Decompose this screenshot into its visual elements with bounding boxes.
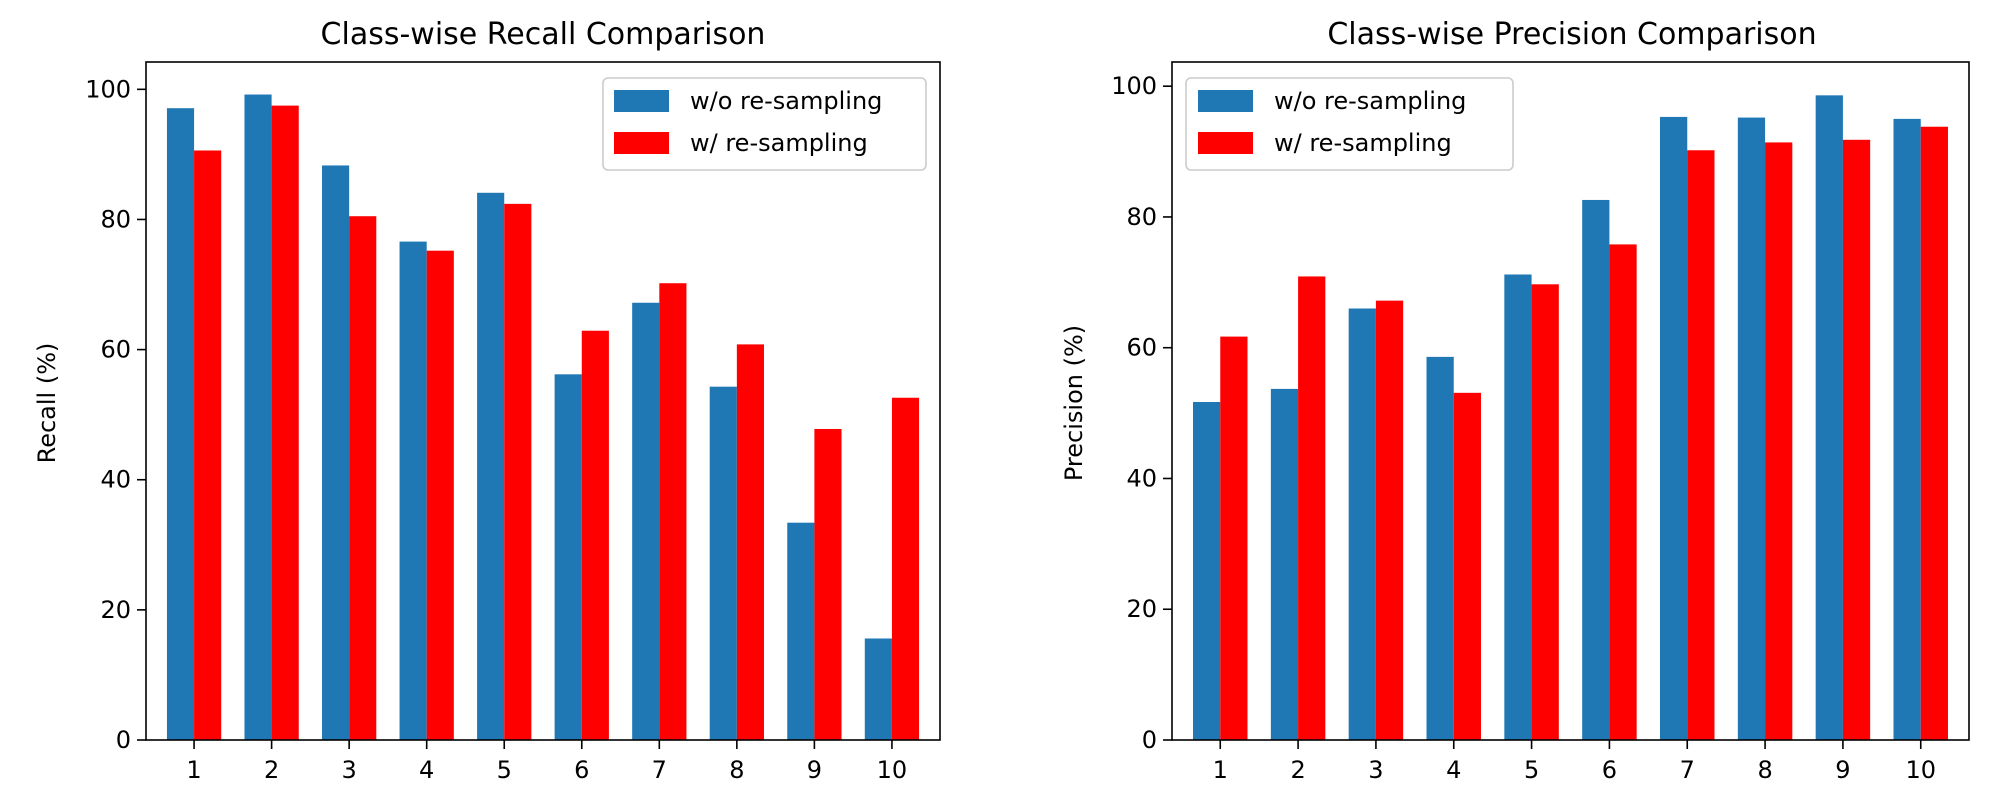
x-tick-label: 10 bbox=[877, 756, 908, 784]
y-tick-label: 100 bbox=[85, 75, 131, 103]
y-tick-label: 60 bbox=[1126, 334, 1157, 362]
bar-wo-resampling-class-6 bbox=[554, 374, 582, 740]
legend-label-wo-resampling: w/o re-sampling bbox=[1274, 87, 1466, 115]
y-tick-label: 80 bbox=[100, 205, 131, 233]
bar-w-resampling-class-7 bbox=[1687, 150, 1715, 740]
bar-wo-resampling-class-3 bbox=[322, 165, 350, 740]
bar-wo-resampling-class-5 bbox=[1504, 274, 1532, 740]
y-tick-label: 40 bbox=[100, 466, 131, 494]
bar-wo-resampling-class-9 bbox=[787, 522, 815, 740]
x-tick-label: 7 bbox=[652, 756, 667, 784]
legend-box bbox=[602, 77, 927, 171]
x-tick-label: 9 bbox=[1835, 756, 1850, 784]
bar-w-resampling-class-5 bbox=[504, 203, 532, 741]
x-tick-label: 6 bbox=[1602, 756, 1617, 784]
bar-w-resampling-class-1 bbox=[194, 150, 222, 741]
plot-frame bbox=[1171, 61, 1970, 741]
x-tick-label: 8 bbox=[729, 756, 744, 784]
x-ticks-group: 1 2 3 4 5 6 7 8 9 10 bbox=[186, 740, 907, 784]
y-tick-label: 0 bbox=[1142, 726, 1157, 754]
y-tick-label: 100 bbox=[1111, 72, 1157, 100]
legend: w/o re-sampling w/ re-sampling bbox=[602, 77, 927, 171]
x-tick-label: 4 bbox=[419, 756, 434, 784]
bar-w-resampling-class-2 bbox=[1298, 276, 1326, 740]
bar-wo-resampling-class-4 bbox=[1426, 356, 1454, 740]
x-ticks-group: 1 2 3 4 5 6 7 8 9 10 bbox=[1213, 740, 1936, 784]
y-tick-label: 40 bbox=[1126, 464, 1157, 492]
precision-chart: Class-wise Precision Comparison Precisio… bbox=[1060, 17, 1970, 784]
y-axis-label: Recall (%) bbox=[33, 343, 61, 464]
y-tick-label: 20 bbox=[1126, 595, 1157, 623]
x-tick-label: 1 bbox=[186, 756, 201, 784]
x-tick-label: 4 bbox=[1446, 756, 1461, 784]
chart-title: Class-wise Recall Comparison bbox=[321, 17, 766, 52]
legend: w/o re-sampling w/ re-sampling bbox=[1185, 77, 1514, 171]
bar-w-resampling-class-8 bbox=[736, 344, 764, 740]
bar-w-resampling-class-4 bbox=[1453, 392, 1481, 740]
bar-wo-resampling-class-3 bbox=[1348, 308, 1376, 740]
x-tick-label: 10 bbox=[1905, 756, 1936, 784]
bar-wo-resampling-class-6 bbox=[1582, 199, 1610, 740]
x-tick-label: 1 bbox=[1213, 756, 1228, 784]
bar-wo-resampling-class-7 bbox=[632, 302, 660, 740]
bar-wo-resampling-class-2 bbox=[1270, 388, 1299, 740]
y-tick-label: 20 bbox=[100, 596, 131, 624]
bar-wo-resampling-class-7 bbox=[1660, 116, 1688, 741]
bar-w-resampling-class-10 bbox=[891, 397, 920, 740]
x-tick-label: 3 bbox=[342, 756, 357, 784]
bar-w-resampling-class-5 bbox=[1531, 284, 1559, 740]
bar-wo-resampling-class-1 bbox=[1193, 401, 1221, 740]
x-tick-label: 7 bbox=[1680, 756, 1695, 784]
bar-wo-resampling-class-5 bbox=[477, 192, 505, 741]
y-ticks-group: 0 20 40 60 80 100 bbox=[1111, 72, 1172, 754]
chart-title: Class-wise Precision Comparison bbox=[1327, 17, 1816, 52]
y-axis-label: Precision (%) bbox=[1060, 325, 1088, 481]
bar-w-resampling-class-2 bbox=[271, 105, 299, 741]
bar-wo-resampling-class-8 bbox=[709, 386, 737, 740]
bar-w-resampling-class-3 bbox=[1375, 300, 1404, 740]
legend-swatch-wo-resampling bbox=[614, 90, 669, 112]
legend-label-w-resampling: w/ re-sampling bbox=[690, 129, 868, 157]
bars-group bbox=[1193, 95, 1948, 741]
legend-box bbox=[1185, 77, 1514, 171]
recall-chart: Class-wise Recall Comparison Recall (%) … bbox=[33, 17, 941, 784]
x-tick-label: 2 bbox=[264, 756, 279, 784]
legend-swatch-wo-resampling bbox=[1198, 90, 1253, 112]
bar-wo-resampling-class-10 bbox=[864, 638, 892, 740]
x-tick-label: 3 bbox=[1368, 756, 1383, 784]
y-ticks-group: 0 20 40 60 80 100 bbox=[85, 75, 146, 754]
bars-group bbox=[166, 94, 920, 741]
bar-w-resampling-class-6 bbox=[1609, 244, 1637, 740]
x-tick-label: 9 bbox=[807, 756, 822, 784]
x-tick-label: 5 bbox=[1524, 756, 1539, 784]
bar-wo-resampling-class-8 bbox=[1737, 117, 1766, 740]
plot-frame bbox=[145, 61, 941, 741]
bar-wo-resampling-class-10 bbox=[1893, 118, 1921, 740]
bar-w-resampling-class-8 bbox=[1765, 142, 1793, 741]
y-tick-label: 80 bbox=[1126, 203, 1157, 231]
x-tick-label: 2 bbox=[1290, 756, 1305, 784]
bar-w-resampling-class-10 bbox=[1920, 126, 1948, 741]
bar-w-resampling-class-7 bbox=[659, 283, 687, 740]
legend-swatch-w-resampling bbox=[1198, 132, 1253, 154]
bar-wo-resampling-class-9 bbox=[1815, 95, 1843, 741]
y-tick-label: 0 bbox=[116, 726, 131, 754]
x-tick-label: 8 bbox=[1757, 756, 1772, 784]
bar-w-resampling-class-9 bbox=[814, 428, 842, 740]
x-tick-label: 5 bbox=[497, 756, 512, 784]
bar-w-resampling-class-4 bbox=[426, 250, 454, 740]
bar-w-resampling-class-1 bbox=[1220, 336, 1248, 740]
x-tick-label: 6 bbox=[574, 756, 589, 784]
y-tick-label: 60 bbox=[100, 336, 131, 364]
legend-label-w-resampling: w/ re-sampling bbox=[1274, 129, 1452, 157]
bar-wo-resampling-class-4 bbox=[399, 241, 427, 740]
legend-swatch-w-resampling bbox=[614, 132, 669, 154]
bar-w-resampling-class-3 bbox=[349, 216, 377, 740]
bar-wo-resampling-class-2 bbox=[244, 94, 272, 740]
bar-w-resampling-class-6 bbox=[581, 330, 609, 740]
legend-label-wo-resampling: w/o re-sampling bbox=[690, 87, 882, 115]
bar-w-resampling-class-9 bbox=[1842, 139, 1871, 741]
bar-wo-resampling-class-1 bbox=[166, 108, 195, 740]
